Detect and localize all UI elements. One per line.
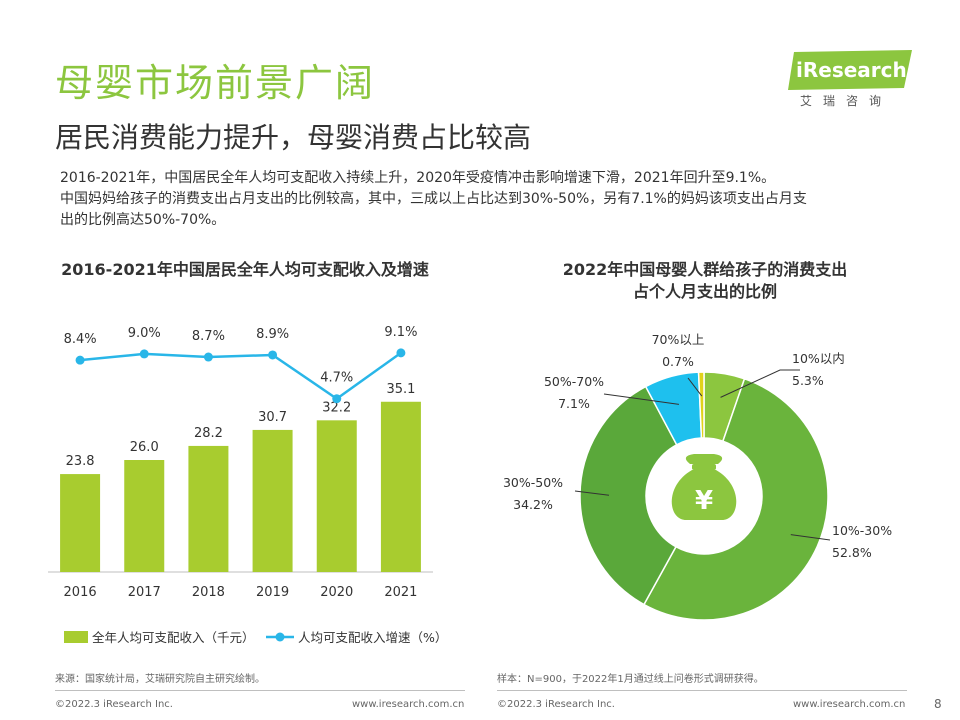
growth-value-label: 9.0%: [128, 326, 161, 341]
income-bar: [316, 420, 357, 572]
x-tick-label: 2020: [320, 585, 353, 600]
description-line: 出的比例高达50%-70%。: [60, 212, 226, 228]
description: 2016-2021年，中国居民全年人均可支配收入持续上升，2020年受疫情冲击影…: [60, 168, 920, 231]
footer-divider: [55, 690, 465, 691]
legend-label-income: 全年人均可支配收入（千元）: [92, 630, 255, 645]
bar-value-label: 26.0: [130, 440, 159, 455]
spending-chart-title-line-1: 2022年中国母婴人群给孩子的消费支出: [562, 260, 848, 279]
money-bag-body: [671, 470, 737, 520]
donut-leader-line: [603, 393, 680, 405]
growth-value-label: 8.9%: [256, 327, 289, 342]
bar-value-label: 32.2: [322, 400, 351, 415]
donut-slice: [697, 371, 705, 439]
footer-url: www.iresearch.com.cn: [793, 699, 906, 710]
growth-point: [203, 352, 213, 362]
donut-leader-line: [790, 534, 831, 541]
income-bar: [188, 445, 229, 572]
spending-donut-labels: 10%以内 5.3% 10%-30% 52.8% 30%-50% 34.2% 50%-70%…: [503, 332, 892, 560]
growth-point: [268, 350, 278, 360]
income-chart-title: 2016-2021年中国居民全年人均可支配收入及增速: [61, 260, 429, 279]
donut-category-label: 70%以上: [652, 332, 705, 347]
growth-line-chart: 8.4% 9.0% 8.7% 8.9% 4.7% 9.1%: [64, 325, 417, 404]
bar-value-label: 28.2: [194, 426, 223, 441]
description-line: 中国妈妈给孩子的消费支出占月支出的比例较高，其中，三成以上占比达到30%-50%…: [60, 191, 807, 207]
income-bar: [380, 401, 421, 572]
x-tick-label: 2018: [192, 585, 225, 600]
footer-copyright: ©2022.3 iResearch Inc.: [55, 699, 173, 710]
footer-url: www.iresearch.com.cn: [352, 699, 465, 710]
logo-background: [788, 50, 912, 90]
donut-value-label: 52.8%: [832, 545, 872, 560]
growth-line: [79, 351, 402, 401]
yen-symbol: ¥: [695, 486, 713, 516]
money-bag-yuan-icon: ¥: [648, 440, 760, 552]
page-subtitle: 居民消费能力提升，母婴消费占比较高: [55, 121, 532, 154]
donut-category-label: 10%-30%: [832, 523, 892, 538]
growth-point: [139, 349, 149, 359]
growth-point: [332, 394, 342, 404]
logo-subtitle: 艾瑞咨询: [800, 94, 893, 108]
page-number: 8: [934, 697, 942, 711]
x-tick-label: 2016: [64, 585, 97, 600]
x-tick-label: 2017: [128, 585, 161, 600]
source-note: 来源：国家统计局，艾瑞研究院自主研究绘制。: [55, 674, 265, 685]
money-bag-tie: [692, 464, 716, 470]
donut-leader-line: [574, 490, 610, 496]
money-bag-knot: [685, 454, 723, 464]
footer-divider: [497, 690, 907, 691]
growth-value-label: 4.7%: [320, 371, 353, 386]
donut-value-label: 7.1%: [558, 396, 590, 411]
donut-category-label: 10%以内: [792, 351, 845, 366]
income-chart-legend: 全年人均可支配收入（千元） 人均可支配收入增速（%）: [64, 630, 447, 645]
growth-value-label: 8.7%: [192, 329, 225, 344]
spending-chart-title-line-2: 占个人月支出的比例: [632, 282, 777, 301]
income-bar: [252, 429, 293, 572]
donut-value-label: 5.3%: [792, 373, 824, 388]
description-line: 2016-2021年，中国居民全年人均可支配收入持续上升，2020年受疫情冲击影…: [60, 170, 776, 186]
donut-value-label: 34.2%: [513, 497, 553, 512]
legend-label-growth: 人均可支配收入增速（%）: [298, 630, 447, 645]
legend-swatch-income: [64, 631, 88, 643]
logo: iResearch: [796, 58, 907, 82]
donut-value-label: 0.7%: [662, 354, 694, 369]
donut-leader-line: [720, 369, 800, 398]
x-tick-label: 2021: [384, 585, 417, 600]
x-tick-label: 2019: [256, 585, 289, 600]
bar-value-label: 30.7: [258, 410, 287, 425]
sample-note: 样本：N=900，于2022年1月通过线上问卷形式调研获得。: [497, 674, 764, 685]
income-bar: [60, 474, 101, 572]
income-bar: [124, 460, 165, 572]
page-title: 母婴市场前景广阔: [55, 61, 376, 105]
growth-value-label: 8.4%: [64, 332, 97, 347]
bar-value-label: 23.8: [66, 454, 95, 469]
legend-marker-growth: [275, 632, 285, 642]
spending-donut-chart: [579, 371, 829, 621]
donut-leader-line: [687, 377, 703, 397]
donut-slice: [642, 377, 829, 621]
income-bar-chart: 23.8 2016 26.0 2017 28.2 2018 30.7 2019 32.2 2020…: [48, 382, 433, 600]
donut-category-label: 50%-70%: [544, 374, 604, 389]
footer-copyright: ©2022.3 iResearch Inc.: [497, 699, 615, 710]
growth-point: [396, 348, 406, 358]
growth-value-label: 9.1%: [384, 325, 417, 340]
growth-point: [75, 355, 85, 365]
donut-slice: [579, 385, 678, 606]
bar-value-label: 35.1: [386, 382, 415, 397]
donut-category-label: 30%-50%: [503, 475, 563, 490]
